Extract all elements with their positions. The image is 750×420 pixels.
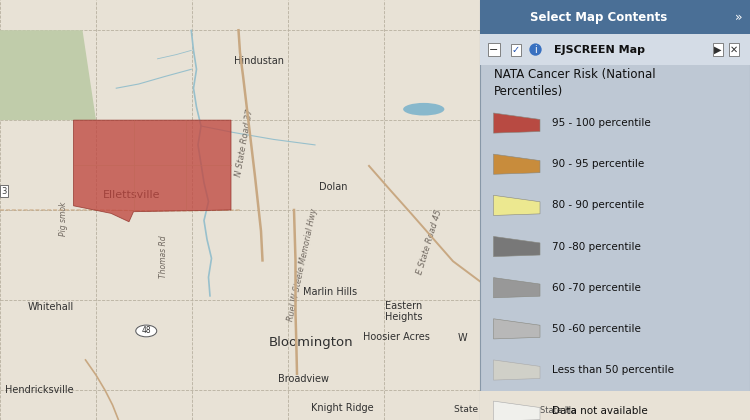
Bar (480, 0, 750, 420)
Text: Pig smok: Pig smok (59, 201, 68, 236)
Bar (480, 34, 750, 65)
Text: ✓: ✓ (512, 45, 520, 55)
Text: ✕: ✕ (730, 45, 738, 55)
Polygon shape (494, 278, 540, 298)
Text: 95 - 100 percentile: 95 - 100 percentile (552, 118, 651, 128)
Text: Thomas Rd: Thomas Rd (159, 235, 168, 278)
Bar (480, 391, 750, 420)
Text: »: » (735, 11, 742, 24)
Text: EJSCREEN Map: EJSCREEN Map (554, 45, 644, 55)
Polygon shape (494, 319, 540, 339)
Text: Bloomington: Bloomington (269, 336, 353, 349)
Ellipse shape (403, 103, 444, 116)
Text: E State Road 45: E State Road 45 (415, 208, 443, 275)
Text: 50 -60 percentile: 50 -60 percentile (552, 324, 640, 334)
Text: State Ha: State Ha (454, 405, 493, 414)
Polygon shape (494, 360, 540, 380)
Bar (0, 0, 480, 420)
Text: Hendricksville: Hendricksville (4, 385, 74, 395)
Text: Hindustan: Hindustan (234, 56, 284, 66)
Polygon shape (0, 30, 96, 120)
Polygon shape (494, 113, 540, 133)
Text: 70 -80 percentile: 70 -80 percentile (552, 241, 640, 252)
Text: N State Road 37: N State Road 37 (234, 108, 255, 177)
Text: Eastern
Heights: Eastern Heights (385, 301, 422, 323)
Text: W: W (458, 333, 467, 343)
Text: Whitehall: Whitehall (28, 302, 74, 312)
Text: 60 -70 percentile: 60 -70 percentile (552, 283, 640, 293)
Text: Ruel W Steele Memorial Hwy: Ruel W Steele Memorial Hwy (286, 207, 320, 322)
Text: ▶: ▶ (714, 45, 722, 55)
Text: 3: 3 (1, 186, 7, 196)
Polygon shape (494, 154, 540, 174)
Text: Marlin Hills: Marlin Hills (303, 287, 357, 297)
Polygon shape (494, 195, 540, 215)
Text: −: − (489, 45, 498, 55)
Text: Select Map Contents: Select Map Contents (530, 11, 668, 24)
Text: i: i (534, 45, 537, 55)
Text: 80 - 90 percentile: 80 - 90 percentile (552, 200, 644, 210)
Text: Data not available: Data not available (552, 406, 648, 416)
Text: Dolan: Dolan (320, 182, 348, 192)
Text: 48: 48 (142, 326, 151, 336)
Polygon shape (494, 236, 540, 257)
Text: State Ha: State Ha (540, 406, 576, 415)
Text: Hoosier Acres: Hoosier Acres (362, 332, 430, 342)
Text: 90 - 95 percentile: 90 - 95 percentile (552, 159, 644, 169)
Text: Broadview: Broadview (278, 374, 329, 384)
Text: NATA Cancer Risk (National
Percentiles): NATA Cancer Risk (National Percentiles) (494, 68, 656, 98)
Text: Knight Ridge: Knight Ridge (310, 403, 374, 413)
Polygon shape (494, 401, 540, 420)
Polygon shape (74, 120, 231, 222)
Text: Ellettsville: Ellettsville (104, 190, 160, 200)
Text: Less than 50 percentile: Less than 50 percentile (552, 365, 674, 375)
Circle shape (136, 325, 157, 337)
Bar (480, 0, 750, 34)
